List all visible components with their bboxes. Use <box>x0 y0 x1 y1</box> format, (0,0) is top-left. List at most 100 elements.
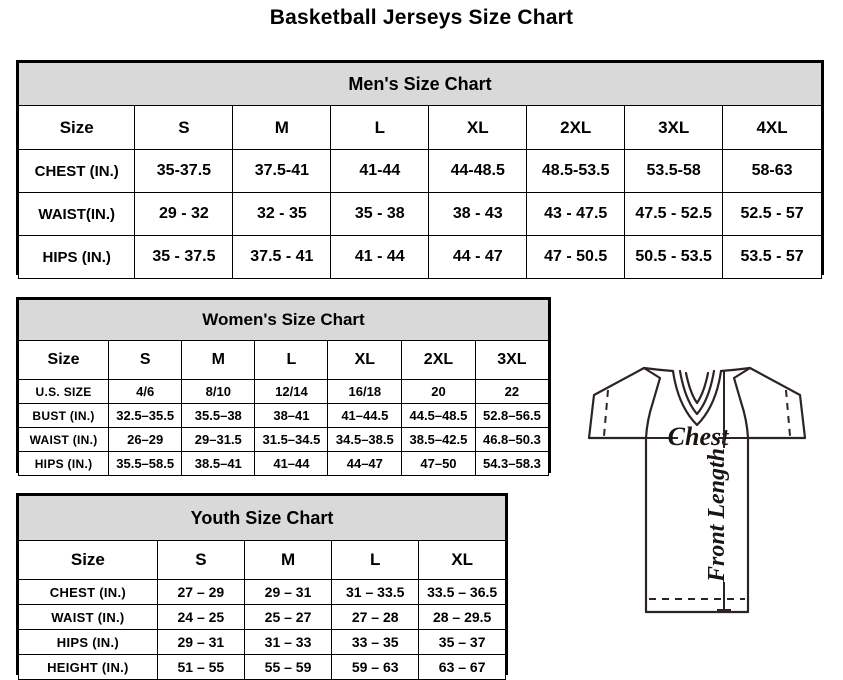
youth-row-label-hips: HIPS (IN.) <box>18 629 158 655</box>
womens-column-header-xl: XL <box>327 340 403 380</box>
mens-hips-l: 41 - 44 <box>330 235 430 279</box>
youth-height-xl: 63 – 67 <box>418 654 506 680</box>
womens-waist-s: 26–29 <box>108 427 183 452</box>
mens-hips-m: 37.5 - 41 <box>232 235 332 279</box>
jersey-left-cuff-dashed-line <box>603 389 609 437</box>
mens-chest-s: 35-37.5 <box>134 149 234 193</box>
youth-height-m: 55 – 59 <box>243 654 333 680</box>
womens-waist-m: 29–31.5 <box>181 427 256 452</box>
page-title: Basketball Jerseys Size Chart <box>269 6 574 29</box>
womens-us-size-3xl: 22 <box>474 379 550 404</box>
mens-waist-4xl: 52.5 - 57 <box>722 192 822 236</box>
chest-label: Chest <box>668 422 729 451</box>
table-row: U.S. SIZE 4/6 8/10 12/14 16/18 20 22 <box>17 379 550 404</box>
womens-row-label-bust: BUST (IN.) <box>17 403 110 428</box>
table-row: BUST (IN.) 32.5–35.5 35.5–38 38–41 41–44… <box>17 403 550 428</box>
mens-column-header-3xl: 3XL <box>624 105 724 150</box>
table-row: CHEST (IN.) 27 – 29 29 – 31 31 – 33.5 33… <box>18 579 506 605</box>
mens-row-label-chest: CHEST (IN.) <box>17 149 136 193</box>
jersey-body-outline <box>644 436 750 614</box>
mens-column-header-m: M <box>232 105 332 150</box>
youth-column-header-size: Size <box>18 540 158 580</box>
youth-hips-m: 31 – 33 <box>243 629 333 655</box>
womens-us-size-s: 4/6 <box>108 379 183 404</box>
mens-size-chart-table: Men's Size Chart Size S M L XL 2XL 3XL 4… <box>17 62 822 279</box>
table-row: HEIGHT (IN.) 51 – 55 55 – 59 59 – 63 63 … <box>18 654 506 680</box>
womens-column-header-s: S <box>108 340 183 380</box>
mens-waist-l: 35 - 38 <box>330 192 430 236</box>
youth-size-chart-table: Youth Size Chart Size S M L XL CHEST (IN… <box>18 495 506 680</box>
mens-chest-l: 41-44 <box>330 149 430 193</box>
womens-us-size-l: 12/14 <box>254 379 329 404</box>
mens-row-label-hips: HIPS (IN.) <box>17 235 136 279</box>
youth-chest-l: 31 – 33.5 <box>331 579 420 605</box>
table-row: HIPS (IN.) 29 – 31 31 – 33 33 – 35 35 – … <box>18 629 506 655</box>
womens-waist-2xl: 38.5–42.5 <box>401 427 476 452</box>
womens-waist-3xl: 46.8–50.3 <box>474 427 550 452</box>
mens-chest-xl: 44-48.5 <box>428 149 528 193</box>
womens-bust-3xl: 52.8–56.5 <box>474 403 550 428</box>
youth-row-label-waist: WAIST (IN.) <box>18 604 158 630</box>
mens-column-header-s: S <box>134 105 234 150</box>
mens-chest-2xl: 48.5-53.5 <box>526 149 626 193</box>
womens-column-header-3xl: 3XL <box>474 340 550 380</box>
youth-header-row: Size S M L XL <box>18 540 506 580</box>
mens-column-header-4xl: 4XL <box>722 105 822 150</box>
table-row: WAIST(IN.) 29 - 32 32 - 35 35 - 38 38 - … <box>17 192 822 236</box>
youth-column-header-l: L <box>331 540 420 580</box>
womens-size-chart: Women's Size Chart Size S M L XL 2XL 3XL… <box>16 297 551 476</box>
mens-chest-4xl: 58-63 <box>722 149 822 193</box>
youth-column-header-m: M <box>243 540 333 580</box>
mens-hips-s: 35 - 37.5 <box>134 235 234 279</box>
womens-hips-3xl: 54.3–58.3 <box>474 451 550 476</box>
jersey-right-sleeve-outline <box>732 366 807 440</box>
womens-column-header-2xl: 2XL <box>401 340 476 380</box>
youth-waist-xl: 28 – 29.5 <box>418 604 506 630</box>
mens-waist-xl: 38 - 43 <box>428 192 528 236</box>
mens-waist-3xl: 47.5 - 52.5 <box>624 192 724 236</box>
jersey-vneck-inner <box>684 371 710 405</box>
womens-size-chart-table: Women's Size Chart Size S M L XL 2XL 3XL… <box>17 299 550 476</box>
womens-column-header-l: L <box>254 340 329 380</box>
youth-height-l: 59 – 63 <box>331 654 420 680</box>
youth-hips-s: 29 – 31 <box>156 629 245 655</box>
table-row: CHEST (IN.) 35-37.5 37.5-41 41-44 44-48.… <box>17 149 822 193</box>
mens-hips-2xl: 47 - 50.5 <box>526 235 626 279</box>
womens-bust-xl: 41–44.5 <box>327 403 403 428</box>
mens-waist-m: 32 - 35 <box>232 192 332 236</box>
womens-hips-s: 35.5–58.5 <box>108 451 183 476</box>
jersey-vneck-outer <box>671 369 723 427</box>
jersey-measurement-diagram: Chest Front Length <box>556 350 838 650</box>
womens-us-size-m: 8/10 <box>181 379 256 404</box>
jersey-vneck-middle <box>678 369 716 416</box>
womens-waist-xl: 34.5–38.5 <box>327 427 403 452</box>
womens-row-label-waist: WAIST (IN.) <box>17 427 110 452</box>
mens-hips-xl: 44 - 47 <box>428 235 528 279</box>
youth-row-label-chest: CHEST (IN.) <box>18 579 158 605</box>
mens-hips-4xl: 53.5 - 57 <box>722 235 822 279</box>
table-row: HIPS (IN.) 35.5–58.5 38.5–41 41–44 44–47… <box>17 451 550 476</box>
mens-chest-3xl: 53.5-58 <box>624 149 724 193</box>
womens-us-size-xl: 16/18 <box>327 379 403 404</box>
womens-hips-2xl: 47–50 <box>401 451 476 476</box>
youth-hips-l: 33 – 35 <box>331 629 420 655</box>
youth-size-chart: Youth Size Chart Size S M L XL CHEST (IN… <box>16 493 508 680</box>
mens-row-label-waist: WAIST(IN.) <box>17 192 136 236</box>
womens-hips-m: 38.5–41 <box>181 451 256 476</box>
mens-header-row: Size S M L XL 2XL 3XL 4XL <box>17 105 822 150</box>
womens-bust-2xl: 44.5–48.5 <box>401 403 476 428</box>
mens-column-header-size: Size <box>17 105 136 150</box>
youth-chest-m: 29 – 31 <box>243 579 333 605</box>
womens-hips-xl: 44–47 <box>327 451 403 476</box>
womens-bust-s: 32.5–35.5 <box>108 403 183 428</box>
youth-waist-s: 24 – 25 <box>156 604 245 630</box>
youth-column-header-xl: XL <box>418 540 506 580</box>
jersey-right-cuff-dashed-line <box>785 389 791 437</box>
table-row: WAIST (IN.) 26–29 29–31.5 31.5–34.5 34.5… <box>17 427 550 452</box>
mens-waist-2xl: 43 - 47.5 <box>526 192 626 236</box>
womens-header-row: Size S M L XL 2XL 3XL <box>17 340 550 380</box>
front-length-label: Front Length <box>704 448 730 583</box>
womens-us-size-2xl: 20 <box>401 379 476 404</box>
womens-row-label-hips: HIPS (IN.) <box>17 451 110 476</box>
mens-hips-3xl: 50.5 - 53.5 <box>624 235 724 279</box>
